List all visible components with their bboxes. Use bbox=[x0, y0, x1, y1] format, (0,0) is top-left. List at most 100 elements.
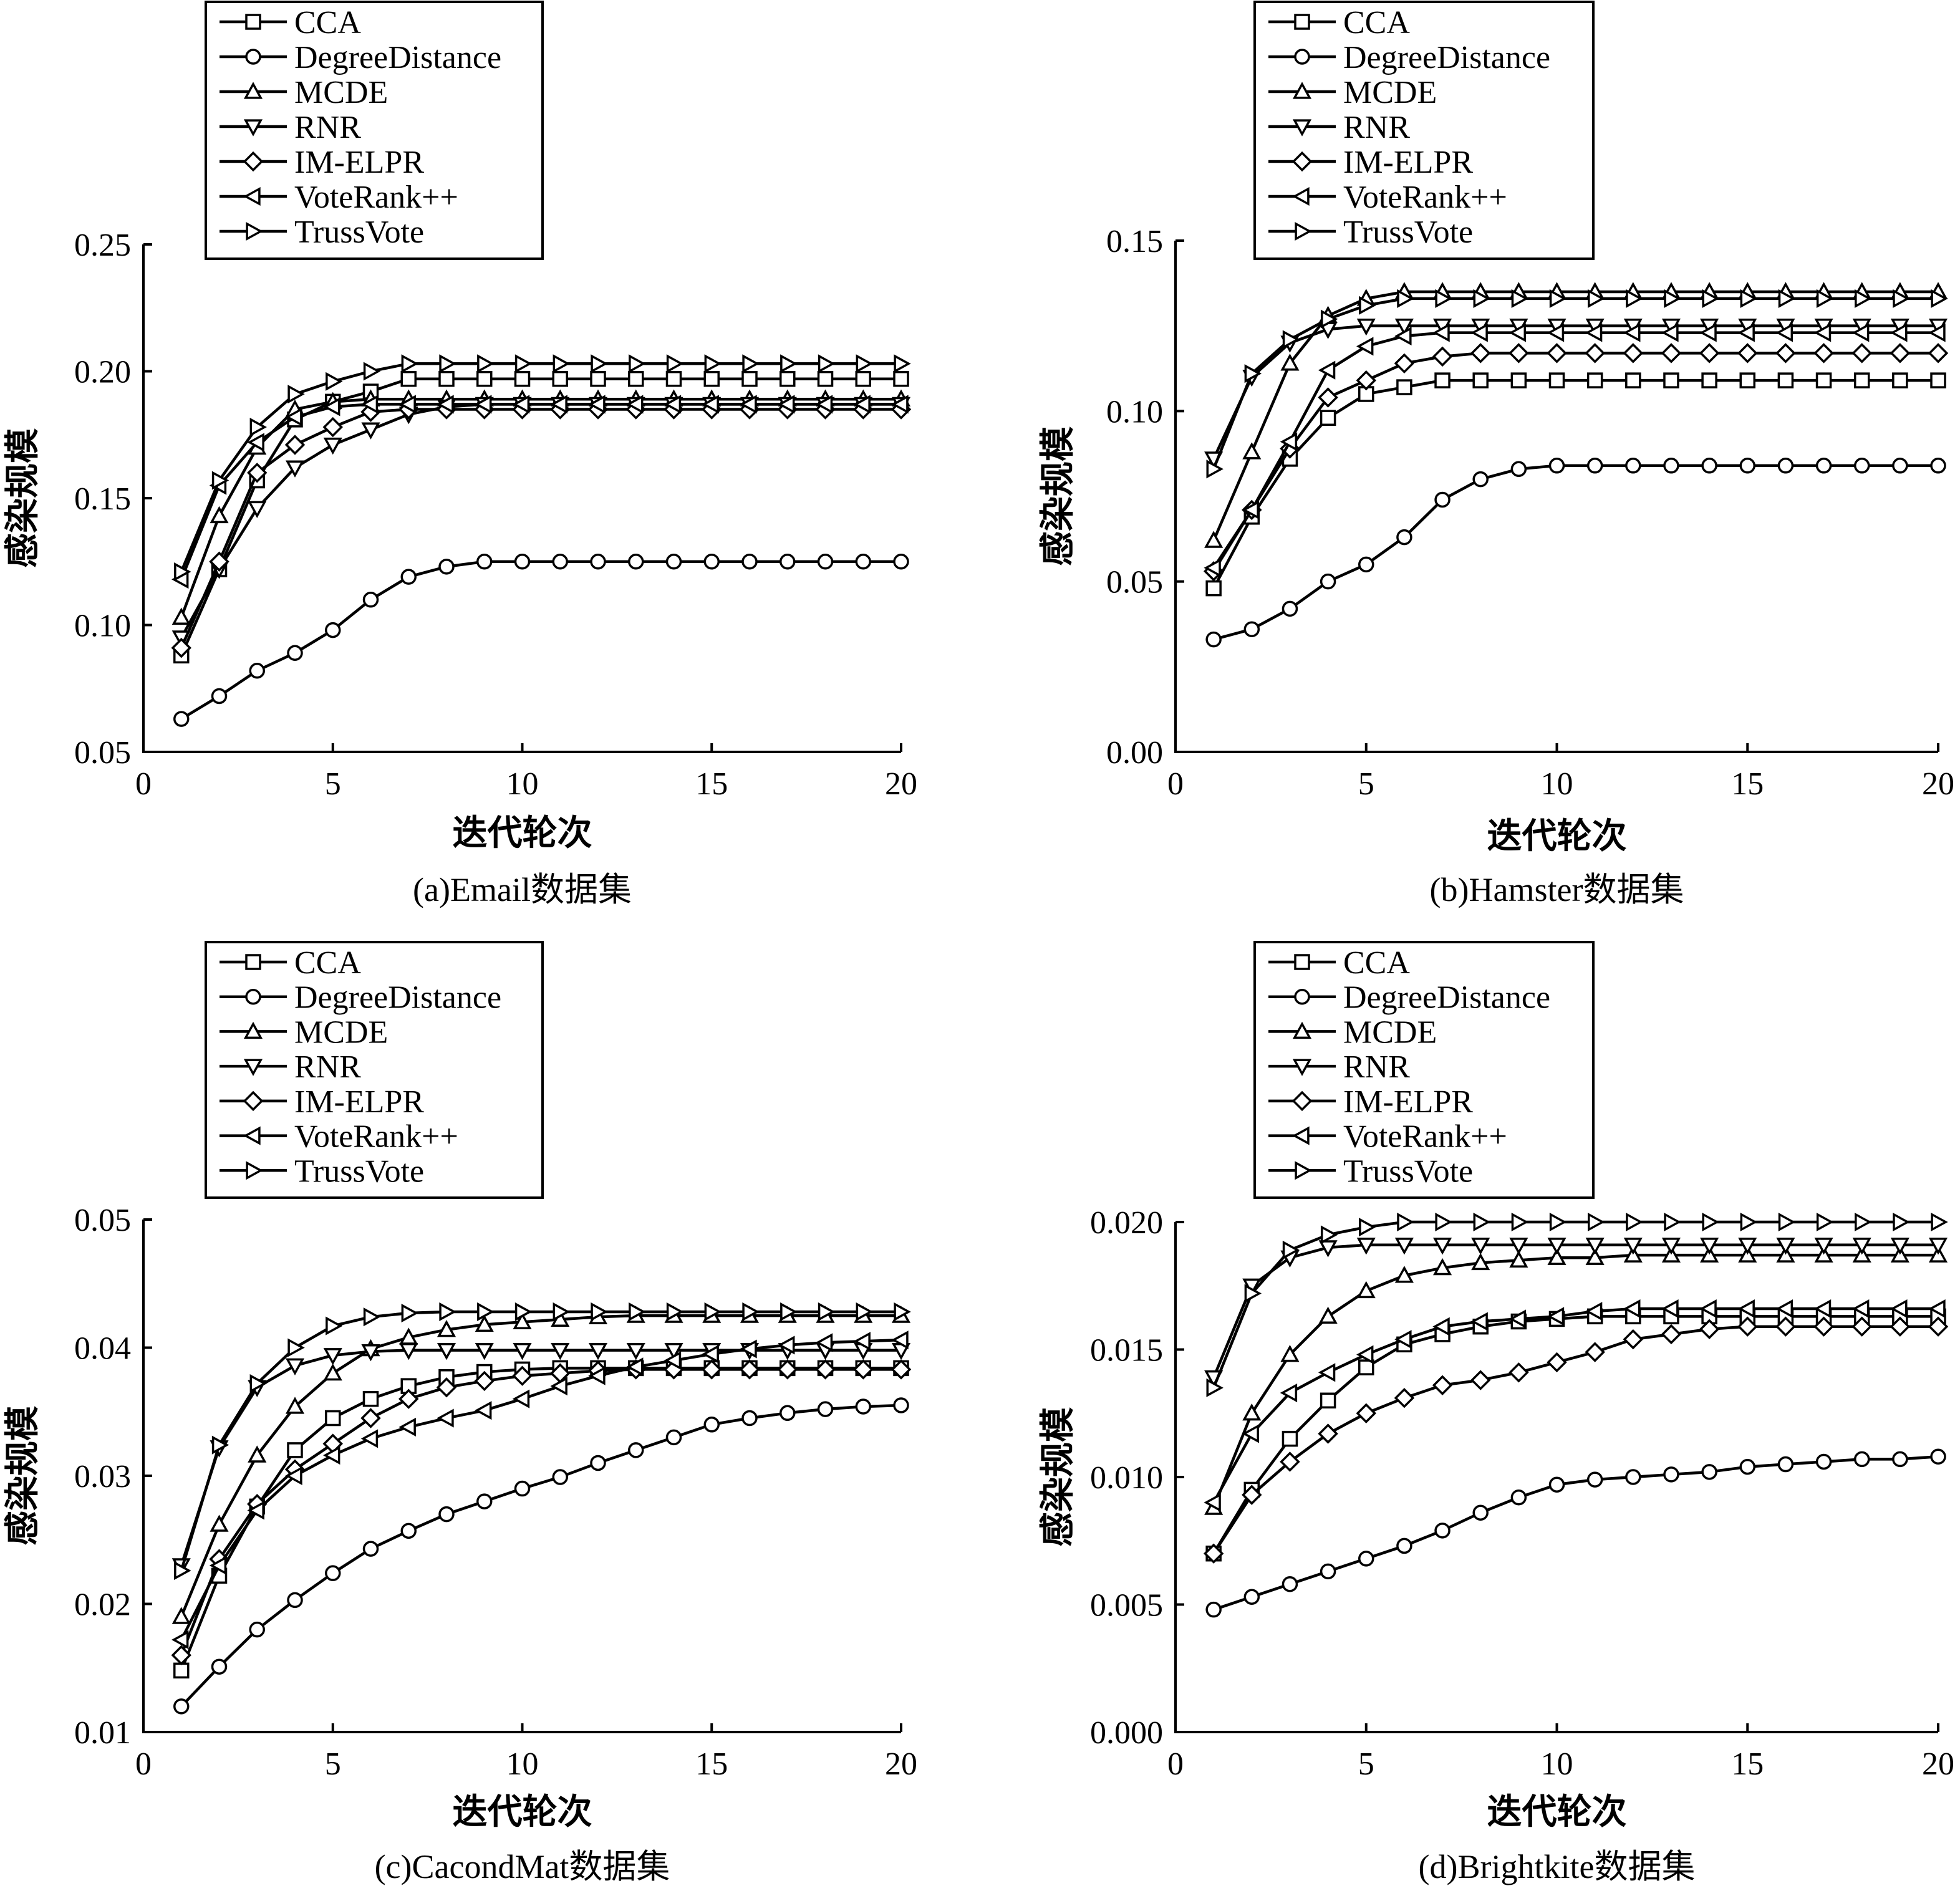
legend-marker bbox=[1295, 1161, 1312, 1180]
data-point bbox=[398, 1388, 419, 1409]
data-point bbox=[437, 1319, 456, 1337]
data-point bbox=[588, 1342, 608, 1360]
data-point bbox=[853, 1332, 871, 1351]
data-point bbox=[360, 1429, 379, 1448]
chart-panel-2: 0 5 10 15 20 0.00 0.05 0.10 0.15 迭代轮次 感染规模 (b)Hamst… bbox=[1039, 1, 1954, 908]
y-tick-label: 0.02 bbox=[74, 1587, 131, 1623]
data-point bbox=[1701, 372, 1717, 388]
data-point bbox=[1626, 289, 1643, 308]
data-point bbox=[666, 354, 684, 373]
series-line bbox=[1213, 1455, 1939, 1611]
y-tick-label: 0.05 bbox=[74, 1203, 131, 1238]
data-point bbox=[1280, 1451, 1300, 1472]
data-point bbox=[1549, 289, 1567, 308]
data-point bbox=[1280, 1344, 1300, 1362]
legend-label: IM-ELPR bbox=[1343, 1084, 1473, 1120]
y-tick-label: 0.01 bbox=[74, 1715, 131, 1751]
data-point bbox=[1394, 1266, 1414, 1283]
data-point bbox=[740, 395, 757, 414]
data-point bbox=[1397, 1212, 1414, 1232]
data-point bbox=[629, 1302, 646, 1322]
data-point bbox=[1282, 1240, 1300, 1260]
legend-box bbox=[205, 941, 544, 1199]
data-point bbox=[853, 395, 871, 414]
data-point bbox=[287, 1442, 303, 1458]
data-point bbox=[171, 1607, 191, 1624]
data-point bbox=[362, 592, 379, 608]
data-point bbox=[247, 463, 268, 483]
legend-label: RNR bbox=[294, 110, 361, 145]
data-point bbox=[780, 554, 796, 570]
legend-marker bbox=[1295, 221, 1312, 241]
data-point bbox=[703, 370, 720, 387]
data-point bbox=[476, 554, 493, 570]
data-point bbox=[247, 1501, 264, 1520]
data-point bbox=[1851, 1316, 1872, 1337]
series-degreedistance bbox=[1205, 1448, 1946, 1618]
data-point bbox=[362, 1390, 379, 1407]
data-point bbox=[325, 1565, 341, 1581]
data-point bbox=[1432, 1258, 1452, 1276]
data-point bbox=[778, 395, 795, 414]
data-point bbox=[703, 554, 720, 570]
data-point bbox=[855, 554, 871, 570]
data-point bbox=[360, 395, 379, 414]
data-point bbox=[439, 354, 456, 373]
series-trussvote bbox=[1206, 289, 1948, 479]
data-point bbox=[1623, 1299, 1641, 1319]
data-point bbox=[550, 1377, 567, 1396]
data-point bbox=[1663, 458, 1679, 474]
data-point bbox=[591, 1302, 608, 1322]
data-point bbox=[1282, 600, 1298, 617]
chart-panel-4: 0 5 10 15 20 0.000 0.005 0.010 0.015 0.020 迭代轮次 感染规… bbox=[1039, 941, 1954, 1885]
y-tick-label: 0.05 bbox=[74, 735, 131, 771]
data-point bbox=[284, 435, 306, 455]
data-point bbox=[400, 370, 417, 387]
legend-marker bbox=[1294, 954, 1310, 970]
data-point bbox=[1852, 1238, 1871, 1255]
x-tick-label: 5 bbox=[1358, 766, 1374, 802]
data-point bbox=[817, 554, 834, 570]
legend-label: RNR bbox=[1343, 110, 1410, 145]
legend-marker bbox=[246, 221, 263, 241]
data-point bbox=[1815, 458, 1832, 474]
series-line bbox=[1213, 464, 1938, 641]
series-cca bbox=[173, 370, 909, 664]
data-point bbox=[1623, 1329, 1644, 1350]
data-point bbox=[1509, 323, 1526, 342]
data-point bbox=[626, 1342, 645, 1360]
data-point bbox=[1737, 323, 1755, 342]
data-point bbox=[1282, 1576, 1298, 1592]
series-cca bbox=[1205, 372, 1946, 597]
data-point bbox=[1853, 458, 1870, 474]
data-point bbox=[1855, 1212, 1872, 1232]
data-point bbox=[1394, 1238, 1414, 1255]
data-point bbox=[513, 1312, 532, 1330]
data-point bbox=[1585, 343, 1605, 363]
data-point bbox=[629, 354, 646, 373]
data-point bbox=[1851, 1299, 1870, 1319]
data-point bbox=[438, 1506, 455, 1523]
data-point bbox=[1740, 1212, 1757, 1232]
x-tick-label: 10 bbox=[506, 1746, 539, 1782]
data-point bbox=[1813, 323, 1832, 342]
data-point bbox=[742, 1302, 760, 1322]
data-point bbox=[1814, 1238, 1833, 1255]
data-point bbox=[815, 1333, 833, 1352]
data-point bbox=[551, 1342, 570, 1360]
data-point bbox=[1470, 323, 1488, 342]
y-tick-label: 0.20 bbox=[74, 355, 131, 390]
data-point bbox=[1664, 289, 1681, 308]
data-point bbox=[1775, 1299, 1793, 1319]
data-point bbox=[1280, 432, 1298, 451]
data-point bbox=[1280, 354, 1300, 371]
data-point bbox=[628, 370, 644, 387]
data-point bbox=[1432, 323, 1450, 342]
data-point bbox=[1320, 1392, 1336, 1409]
data-point bbox=[1318, 387, 1338, 408]
data-point bbox=[512, 1365, 533, 1386]
data-point bbox=[1432, 346, 1453, 367]
x-tick-label: 15 bbox=[1731, 766, 1764, 802]
data-point bbox=[1623, 1238, 1643, 1255]
